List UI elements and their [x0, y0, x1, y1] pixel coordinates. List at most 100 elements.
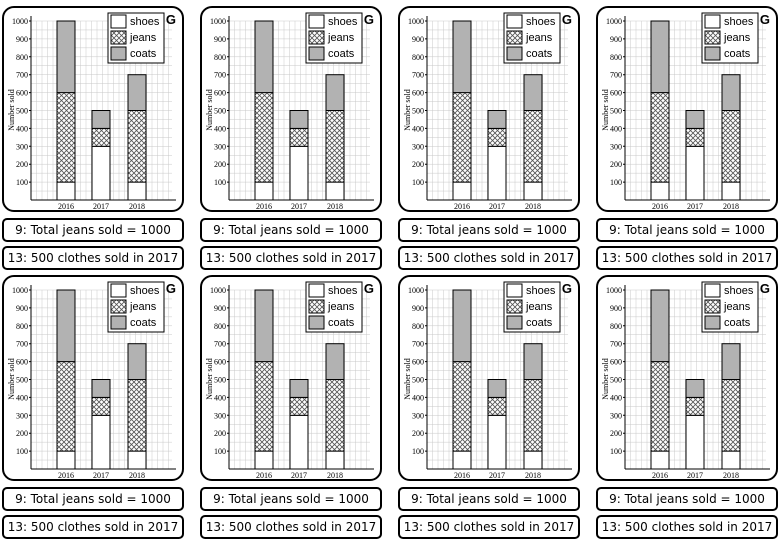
answer-line-2: 13: 500 clothes sold in 2017 [398, 515, 580, 539]
bar-segment-shoes [523, 450, 543, 470]
chart-panel: 100 200 300 400 500 600 700 800 900 1000 Number so… [398, 275, 580, 481]
y-tick-label: 600 [214, 358, 226, 367]
bar-segment-jeans [452, 361, 472, 452]
y-tick-label: 600 [16, 89, 28, 98]
y-axis-label: Number sold [7, 89, 16, 131]
legend-label-jeans: jeans [129, 301, 157, 313]
legend-swatch-coats [506, 46, 523, 61]
bar-segment-jeans [523, 379, 543, 452]
y-tick-label: 700 [610, 71, 622, 80]
bar-segment-shoes [56, 181, 76, 201]
bar-segment-coats [487, 379, 507, 398]
legend-swatch-shoes [704, 14, 721, 29]
stacked-bar-chart: 100 200 300 400 500 600 700 800 900 1000 Number so… [403, 12, 572, 210]
y-tick-label: 1000 [606, 286, 622, 295]
bar-segment-jeans [487, 127, 507, 147]
legend-swatch-jeans [110, 30, 127, 45]
x-tick-label: 2018 [723, 202, 739, 210]
bar-segment-coats [685, 379, 705, 398]
legend-label-shoes: shoes [328, 285, 358, 297]
y-tick-label: 900 [610, 304, 622, 313]
chart-card: 100 200 300 400 500 600 700 800 900 1000 Number so… [2, 275, 186, 545]
badge-letter: G [165, 281, 176, 296]
legend-swatch-coats [704, 315, 721, 330]
bar-segment-coats [721, 74, 741, 111]
y-axis-label: Number sold [7, 358, 16, 400]
y-tick-label: 700 [610, 340, 622, 349]
x-tick-label: 2017 [93, 471, 109, 479]
legend-swatch-shoes [110, 283, 127, 298]
legend-label-shoes: shoes [724, 285, 754, 297]
y-tick-label: 800 [412, 53, 424, 62]
y-tick-label: 300 [16, 142, 28, 151]
bar-segment-coats [127, 343, 147, 380]
y-tick-label: 400 [412, 393, 424, 402]
y-tick-label: 500 [610, 376, 622, 385]
bar-segment-jeans [452, 92, 472, 183]
bar-segment-coats [523, 74, 543, 111]
legend-label-coats: coats [526, 48, 553, 60]
legend-swatch-jeans [110, 299, 127, 314]
bar-segment-shoes [325, 181, 345, 201]
answer-line-2: 13: 500 clothes sold in 2017 [2, 246, 184, 270]
bar-segment-coats [452, 289, 472, 363]
bar-segment-shoes [685, 145, 705, 201]
y-tick-label: 500 [214, 107, 226, 116]
answer-line-2: 13: 500 clothes sold in 2017 [596, 246, 778, 270]
legend-swatch-shoes [308, 14, 325, 29]
chart-panel: 100 200 300 400 500 600 700 800 900 1000 Number so… [200, 275, 382, 481]
x-tick-label: 2016 [256, 202, 272, 210]
legend-swatch-jeans [506, 299, 523, 314]
bar-segment-coats [91, 110, 111, 129]
bar-segment-coats [325, 74, 345, 111]
x-tick-label: 2017 [687, 471, 703, 479]
y-tick-label: 600 [412, 89, 424, 98]
y-tick-label: 700 [16, 340, 28, 349]
bar-segment-shoes [721, 450, 741, 470]
x-tick-label: 2018 [129, 471, 145, 479]
legend-label-jeans: jeans [525, 32, 553, 44]
bar-segment-jeans [487, 396, 507, 416]
y-tick-label: 1000 [12, 286, 28, 295]
y-tick-label: 600 [214, 89, 226, 98]
y-tick-label: 400 [214, 393, 226, 402]
chart-panel: 100 200 300 400 500 600 700 800 900 1000 Number so… [596, 275, 778, 481]
bar-segment-jeans [254, 92, 274, 183]
legend-label-jeans: jeans [723, 301, 751, 313]
bar-segment-coats [254, 20, 274, 94]
bar-segment-jeans [91, 127, 111, 147]
y-tick-label: 100 [610, 447, 622, 456]
bar-segment-jeans [91, 396, 111, 416]
x-tick-label: 2018 [525, 202, 541, 210]
bar-segment-shoes [523, 181, 543, 201]
y-axis-label: Number sold [403, 358, 412, 400]
bar-segment-shoes [325, 450, 345, 470]
y-tick-label: 500 [412, 376, 424, 385]
legend-label-coats: coats [328, 48, 355, 60]
answer-line-2: 13: 500 clothes sold in 2017 [596, 515, 778, 539]
answer-line-2: 13: 500 clothes sold in 2017 [200, 246, 382, 270]
bar-segment-shoes [254, 181, 274, 201]
bar-segment-jeans [127, 110, 147, 183]
bar-segment-jeans [650, 361, 670, 452]
bar-segment-shoes [685, 414, 705, 470]
bar-segment-coats [523, 343, 543, 380]
y-tick-label: 800 [16, 53, 28, 62]
answer-line-1: 9: Total jeans sold = 1000 [2, 487, 184, 511]
stacked-bar-chart: 100 200 300 400 500 600 700 800 900 1000 Number so… [601, 281, 770, 479]
y-tick-label: 600 [610, 89, 622, 98]
badge-letter: G [363, 12, 374, 27]
y-tick-label: 400 [610, 393, 622, 402]
chart-card: 100 200 300 400 500 600 700 800 900 1000 Number so… [398, 275, 582, 545]
x-tick-label: 2016 [454, 202, 470, 210]
legend: shoes jeans coats [305, 12, 363, 64]
chart-card: 100 200 300 400 500 600 700 800 900 1000 Number so… [596, 6, 780, 276]
y-tick-label: 700 [412, 71, 424, 80]
y-axis-label: Number sold [403, 89, 412, 131]
y-tick-label: 100 [412, 447, 424, 456]
y-axis-label: Number sold [601, 358, 610, 400]
legend: shoes jeans coats [107, 281, 165, 333]
bar-segment-shoes [127, 181, 147, 201]
legend-swatch-shoes [506, 283, 523, 298]
y-tick-label: 100 [16, 447, 28, 456]
